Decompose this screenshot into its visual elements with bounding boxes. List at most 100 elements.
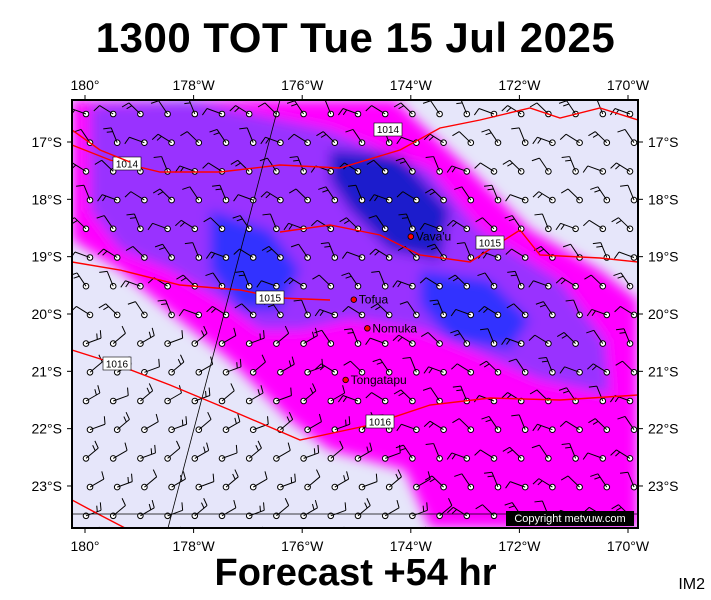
isobar-label: 1015 [259,294,282,305]
wind-barb [588,385,607,405]
wind-barb [563,531,582,547]
wind-barb [218,499,237,520]
wind-barb [293,299,311,319]
wind-barb [399,301,420,319]
isobar: 1015 [72,261,331,305]
wind-barb [150,100,171,118]
place-name: Nomuka [372,321,417,335]
wind-barb [565,299,583,319]
wind-barb [142,531,160,547]
wind-barb [613,272,634,290]
wind-barb [178,308,203,319]
wind-barb [261,245,284,261]
wind-barb [103,127,121,146]
isobar: 1015 [279,224,638,263]
wind-barb [505,194,529,204]
wind-barb [396,423,420,434]
wind-barb [587,363,611,376]
wind-barb [261,526,264,528]
isobar [72,129,131,163]
wind-barb [535,301,556,319]
wind-barb [180,131,203,146]
wind-barb [473,108,498,118]
isobar-label: 1014 [116,160,139,171]
wind-barb [424,475,447,491]
wind-barb [450,329,471,347]
axis-ticks: 180° 180° 178°W 178°W 176°W 176°W 174°W 174°W 17… [31,77,678,554]
wind-barb [484,471,502,491]
wind-barb [97,248,121,261]
wind-barb [201,108,226,118]
wind-barb [505,481,529,491]
wind-barb [72,108,90,118]
wind-barb [222,413,241,434]
wind-barb [450,308,475,319]
lat-label-left: 17°S [31,134,62,150]
wind-barb [175,219,199,233]
lon-label-bottom: 178°W [173,538,216,554]
wind-barb [425,443,443,462]
wind-barb [164,440,181,462]
wind-barb [561,156,579,175]
wind-barb [327,440,344,462]
wind-barb [182,186,203,204]
wind-barb [327,502,347,520]
wind-barb [559,366,583,376]
wind-barb [120,280,144,290]
wind-barb [245,440,262,462]
lat-label-right: 21°S [648,363,679,379]
wind-barb [475,217,498,233]
wind-barb [97,194,121,204]
wind-barb [447,219,471,233]
wind-barb [304,413,322,434]
wind-barb [125,245,148,261]
wind-barb [365,337,389,347]
place-labels: Vava'u Tofua Nomuka Tongatapu [342,230,451,387]
wind-barb [508,358,529,376]
wind-barb [260,136,284,146]
wind-barb [283,277,307,290]
wind-barb [481,128,502,146]
isobar-label: 1014 [377,125,400,136]
wind-barb [559,133,583,146]
wind-barb [393,389,416,405]
wind-barb [304,358,324,376]
wind-barb [616,328,634,347]
wind-barb [590,473,611,491]
wind-barb [395,444,416,462]
wind-barb [454,473,475,491]
lon-label-top: 170°W [607,77,650,93]
wind-barb [137,327,155,347]
wind-barb [419,222,443,233]
wind-barb [300,444,320,462]
wind-barb [446,452,471,462]
wind-barb [586,329,607,347]
wind-barb [614,305,638,319]
wind-barb [72,305,94,319]
wind-barb [372,358,393,376]
isobar: 1014 [72,107,638,173]
wind-barb [124,136,148,146]
wind-barb [454,186,475,204]
wind-barb [273,325,290,347]
wind-barb [222,358,242,376]
wind-barb [180,100,199,118]
wind-barb [474,162,498,175]
wind-barb [502,159,525,175]
wind-barb [561,443,579,462]
wind-barb [157,299,175,319]
wind-barb [164,502,184,520]
place-name: Vava'u [416,230,451,244]
wind-barb [610,449,634,462]
isobar-label: 1015 [479,239,502,250]
wind-barb [556,332,579,347]
wind-barb [456,242,475,261]
isobar: 1016 [72,414,395,528]
wind-barb [423,420,447,434]
wind-barb [206,305,230,319]
wind-barb [82,385,101,405]
wind-barb [506,303,529,319]
lon-label-top: 178°W [173,77,216,93]
wind-barb [147,222,171,233]
wind-barb [82,502,102,520]
